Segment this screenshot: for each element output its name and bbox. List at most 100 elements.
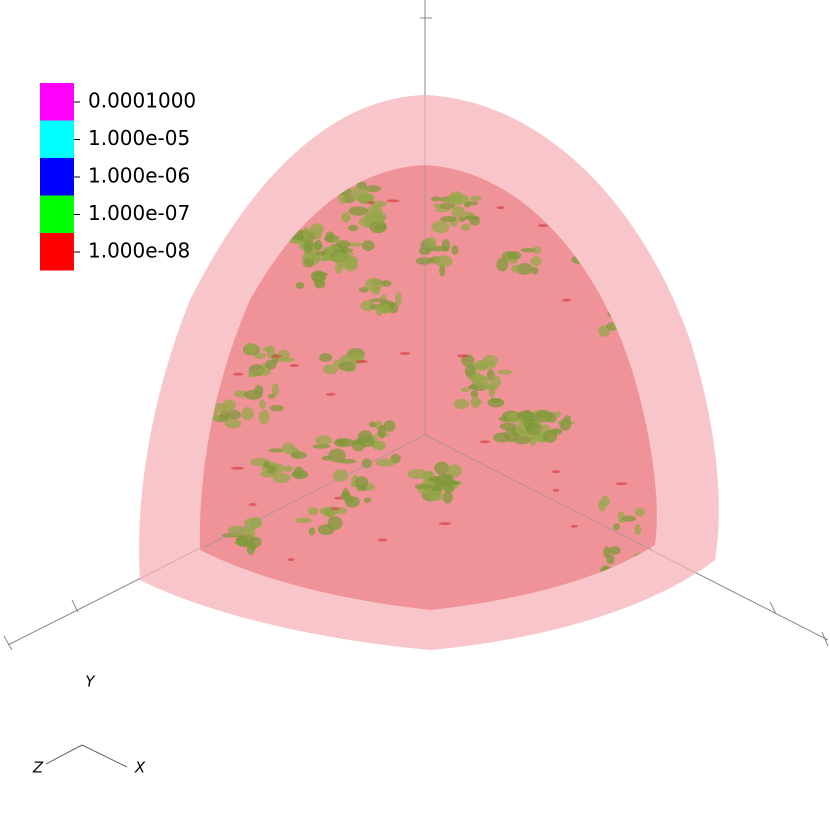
patch [356,484,367,492]
patch [618,186,637,195]
patch [345,496,360,508]
patch [635,167,655,178]
patch [489,398,503,403]
patch [302,258,315,268]
red-fleck [209,186,222,190]
patch [507,251,522,260]
patch [614,171,625,178]
patch [348,242,363,247]
patch [632,194,645,199]
patch [394,292,402,306]
patch [341,211,351,223]
patch [214,179,228,186]
patch [257,367,265,374]
patch [291,451,307,459]
patch [656,592,657,605]
patch [342,488,350,502]
patch [442,491,453,504]
patch [271,383,279,397]
patch [322,364,339,375]
patch [219,410,231,420]
patch [258,410,270,425]
patch [440,215,457,223]
patch [646,178,657,184]
patch [639,218,657,228]
patch [325,231,335,242]
patch [603,546,610,558]
patch [479,360,497,370]
patch [451,245,459,255]
patch [293,466,305,478]
axis-label-y: Y [85,673,96,691]
red-fleck [496,206,505,210]
red-fleck [325,392,336,396]
patch [441,239,451,252]
red-fleck [456,354,469,358]
axis-label-x: X [134,759,146,777]
patch [499,422,517,431]
patch [380,294,387,300]
legend-swatch [40,158,74,196]
patch [227,409,241,420]
patch [641,190,657,199]
patch [258,399,266,410]
patch [281,442,296,455]
patch [288,235,309,241]
patch [313,272,329,277]
patch [312,444,331,449]
patch [464,364,476,378]
legend: 0.0001000 1.000e-05 1.000e-06 1.000e-07 1.00… [40,83,196,271]
patch [641,185,652,194]
patch [319,353,333,362]
patch [458,216,466,222]
red-fleck [438,522,452,526]
patch [207,172,222,186]
patch [247,372,257,378]
red-fleck [479,440,491,444]
patch [664,592,672,597]
red-fleck [289,364,299,368]
patch [629,201,643,211]
patch [435,473,455,487]
patch [315,250,327,256]
patch [470,390,479,398]
red-fleck [248,503,257,507]
patch [646,224,657,231]
patch [428,477,436,482]
patch [534,409,553,423]
legend-label: 1.000e-05 [88,126,190,150]
patch [295,282,305,289]
patch [474,399,482,405]
patch [439,264,446,277]
axis-label-z: Z [32,759,44,777]
patch [642,205,653,210]
patch [375,458,396,467]
patch [636,189,647,201]
red-fleck [629,221,643,225]
patch [314,229,322,240]
red-fleck [551,470,561,474]
patch [368,421,377,428]
patch [364,185,382,193]
patch [467,385,479,390]
patch [328,448,346,463]
patch [460,223,471,231]
patch [357,435,375,448]
patch [363,213,371,228]
patch [244,342,257,355]
patch [644,185,653,195]
patch [376,440,386,450]
red-fleck [562,298,572,302]
patch [224,418,242,429]
patch [625,186,642,200]
patch [268,448,284,453]
patch [248,536,262,548]
red-fleck [355,359,368,363]
patch [262,346,272,352]
red-fleck [230,466,245,470]
patch [621,515,637,522]
patch [513,436,532,445]
patch [370,210,387,224]
red-fleck [330,507,340,511]
patch [302,227,310,240]
